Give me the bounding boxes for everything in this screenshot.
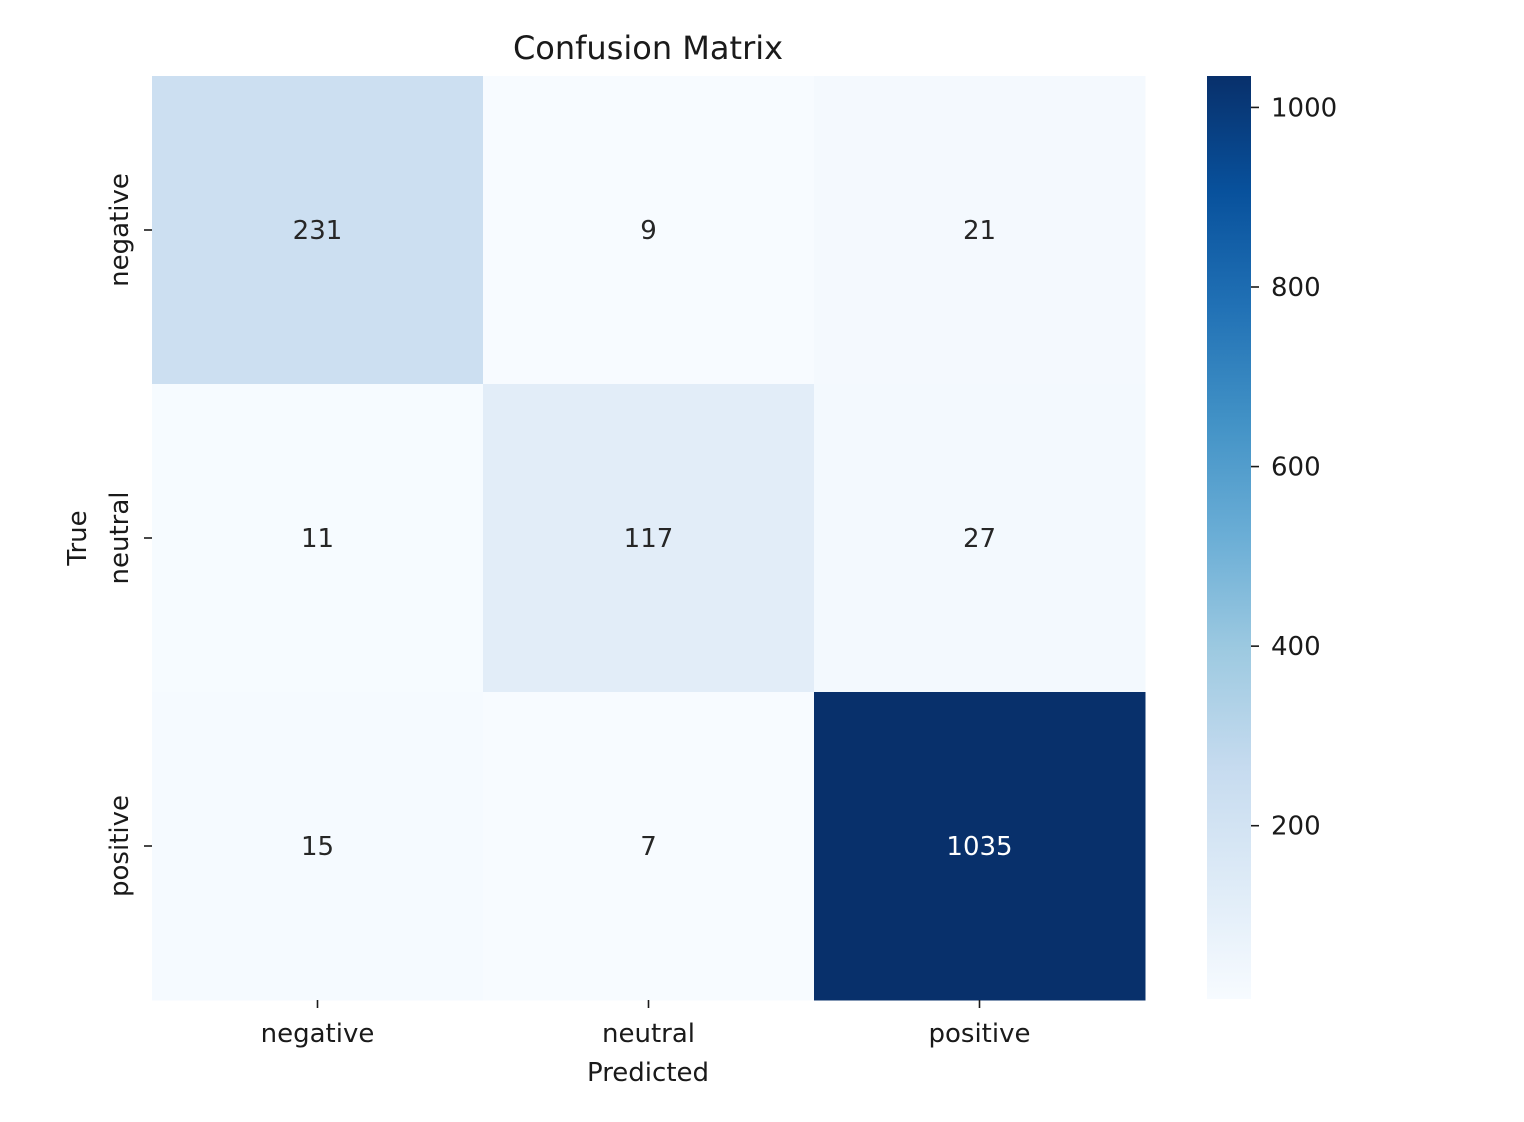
colorbar-tick-label-400: 400 [1271,632,1321,662]
cell-value-positive-neutral: 7 [640,832,657,862]
heatmap-cell-positive-positive [814,692,1146,1001]
colorbar-ticks: 200 400 600 800 1000 [1251,93,1337,842]
chart-title: Confusion Matrix [513,29,783,67]
cell-value-negative-neutral: 9 [640,216,657,246]
cell-value-neutral-positive: 27 [963,524,996,554]
y-tick-label-neutral: neutral [105,492,135,585]
colorbar-tick-label-800: 800 [1271,273,1321,303]
heatmap-cell-labels: 231 9 21 11 117 27 15 7 1035 [293,216,1013,862]
cell-value-negative-positive: 21 [963,216,996,246]
colorbar-tick-label-600: 600 [1271,453,1321,483]
colorbar [1207,76,1251,999]
cell-value-neutral-negative: 11 [301,524,334,554]
x-tick-label-positive: positive [929,1019,1031,1049]
heatmap-cells [152,76,1146,1001]
cell-value-positive-positive: 1035 [946,832,1012,862]
y-tick-label-positive: positive [105,795,135,897]
cell-value-negative-negative: 231 [293,216,343,246]
heatmap-cell-negative-negative [152,76,484,385]
cell-value-neutral-neutral: 117 [624,524,674,554]
colorbar-tick-label-200: 200 [1271,812,1321,842]
cell-value-positive-negative: 15 [301,832,334,862]
heatmap-cell-negative-neutral [483,76,815,385]
colorbar-tick-label-1000: 1000 [1271,93,1337,123]
x-tick-label-negative: negative [261,1019,375,1049]
x-axis-ticks: negative neutral positive [261,1000,1031,1049]
y-tick-label-negative: negative [105,173,135,287]
x-axis-label: Predicted [587,1058,709,1088]
heatmap-cell-positive-negative [152,692,484,1001]
heatmap-cell-negative-positive [814,76,1146,385]
y-axis-label: True [63,510,93,566]
heatmap-cell-neutral-negative [152,384,484,693]
heatmap-cell-neutral-positive [814,384,1146,693]
heatmap-cell-neutral-neutral [483,384,815,693]
y-axis-ticks: negative neutral positive [105,173,152,897]
heatmap-cell-positive-neutral [483,692,815,1001]
x-tick-label-neutral: neutral [602,1019,695,1049]
